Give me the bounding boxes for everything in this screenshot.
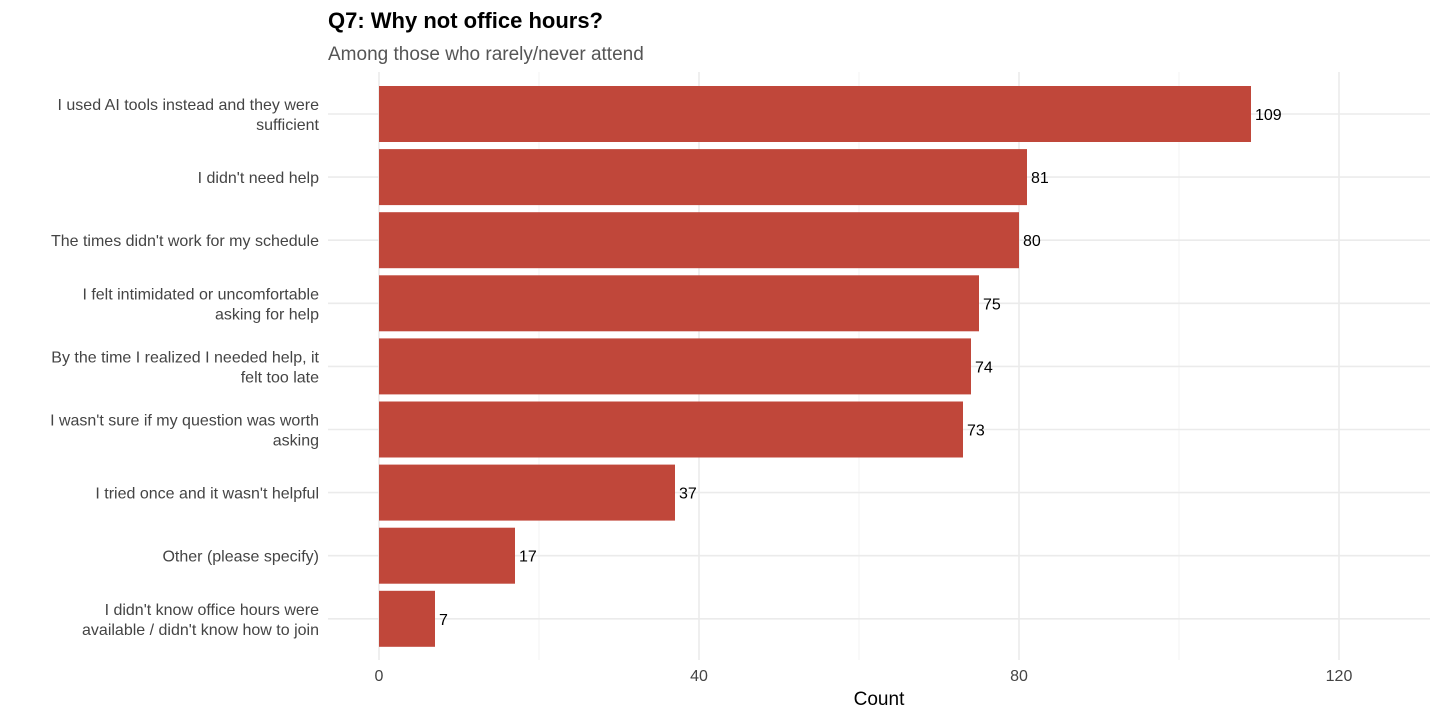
x-tick-label: 0 [375,668,384,685]
bar-value-label: 81 [1031,170,1049,187]
bar [379,149,1027,206]
x-tick-label: 120 [1326,668,1353,685]
bar-value-label: 74 [975,359,993,376]
bar [379,275,979,332]
bar [379,464,675,521]
category-label-line: I wasn't sure if my question was worth [50,413,319,430]
bar [379,86,1251,142]
bar-value-label: 73 [967,423,985,440]
chart-subtitle: Among those who rarely/never attend [328,44,644,65]
category-label: By the time I realized I needed help, it… [51,349,319,386]
category-label-line: I didn't need help [198,170,319,187]
category-label-line: sufficient [256,117,319,134]
category-labels: I used AI tools instead and they were suf… [50,97,319,639]
category-label-line: Other (please specify) [162,549,319,566]
category-label-line: I used AI tools instead and they were [58,97,320,114]
category-label-line: By the time I realized I needed help, it [51,349,319,366]
category-label: The times didn't work for my schedule [51,233,319,250]
category-label: I didn't know office hours were available… [82,602,319,639]
x-tick-label: 40 [690,668,708,685]
x-tick-label: 80 [1010,668,1028,685]
category-label-line: I felt intimidated or uncomfortable [82,286,319,303]
chart-title: Q7: Why not office hours? [328,8,603,33]
category-label: I didn't need help [198,170,319,187]
category-label: I felt intimidated or uncomfortable askin… [82,286,319,323]
bar [379,590,435,647]
bar [379,212,1019,269]
bar-value-label: 75 [983,296,1001,313]
x-tick-labels: 0 40 80 120 [375,668,1353,685]
bar-value-label: 37 [679,486,697,503]
category-label-line: I tried once and it wasn't helpful [95,486,319,503]
bar [379,527,515,584]
data-labels: 109 81 80 75 74 73 37 17 7 [439,107,1282,629]
category-label: I used AI tools instead and they were suf… [58,97,320,134]
category-label-line: I didn't know office hours were [105,602,320,619]
bar [379,401,963,458]
bar [379,338,971,395]
category-label-line: The times didn't work for my schedule [51,233,319,250]
category-label: Other (please specify) [162,549,319,566]
category-label-line: available / didn't know how to join [82,622,319,639]
bar-value-label: 109 [1255,107,1282,124]
x-axis-title: Count [854,689,905,710]
category-label-line: asking for help [215,306,319,323]
category-label: I wasn't sure if my question was worth as… [50,413,319,450]
bars [379,86,1251,647]
bar-value-label: 80 [1023,233,1041,250]
category-label-line: asking [273,433,319,450]
bar-value-label: 7 [439,612,448,629]
category-label: I tried once and it wasn't helpful [95,486,319,503]
category-label-line: felt too late [241,369,319,386]
bar-value-label: 17 [519,549,537,566]
